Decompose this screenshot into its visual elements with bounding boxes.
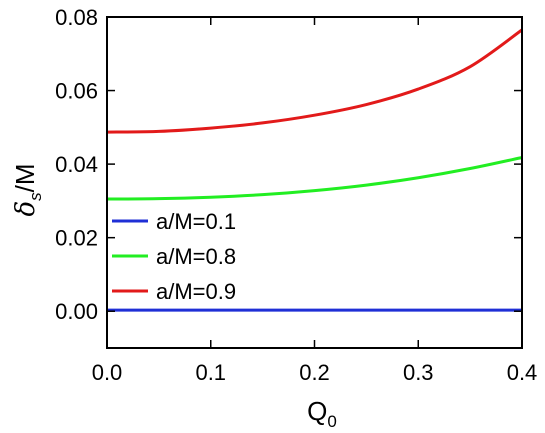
y-tick-label: 0.04 <box>55 152 98 177</box>
x-axis-ticks: 0.0 0.1 0.2 0.3 0.4 <box>92 17 538 385</box>
x-tick-label: 0.0 <box>92 360 123 385</box>
x-tick-label: 0.2 <box>299 360 330 385</box>
y-tick-label: 0.08 <box>55 5 98 30</box>
series-line-a-m-0-9 <box>106 28 523 134</box>
y-tick-label: 0.02 <box>55 226 98 251</box>
x-tick-label: 0.3 <box>403 360 434 385</box>
series-layer <box>106 28 523 312</box>
y-axis-label-suffix: /M <box>10 163 40 192</box>
legend: a/M=0.1 a/M=0.8 a/M=0.9 <box>112 209 236 304</box>
x-axis-label-main: Q <box>307 396 327 426</box>
y-tick-label: 0.06 <box>55 79 98 104</box>
legend-label: a/M=0.8 <box>156 244 236 269</box>
legend-label: a/M=0.1 <box>156 209 236 234</box>
x-axis-label-subscript: 0 <box>327 412 336 431</box>
y-axis-label: δs/M <box>10 163 45 216</box>
y-tick-label: 0.00 <box>55 299 98 324</box>
y-axis-label-subscript: s <box>26 192 45 201</box>
y-axis-ticks: 0.00 0.02 0.04 0.06 0.08 <box>55 5 522 324</box>
x-axis-label: Q0 <box>307 396 337 431</box>
series-line-a-m-0-8 <box>106 156 523 201</box>
x-tick-label: 0.1 <box>195 360 226 385</box>
y-axis-label-main: δ <box>11 201 41 217</box>
x-tick-label: 0.4 <box>507 360 538 385</box>
legend-label: a/M=0.9 <box>156 279 236 304</box>
